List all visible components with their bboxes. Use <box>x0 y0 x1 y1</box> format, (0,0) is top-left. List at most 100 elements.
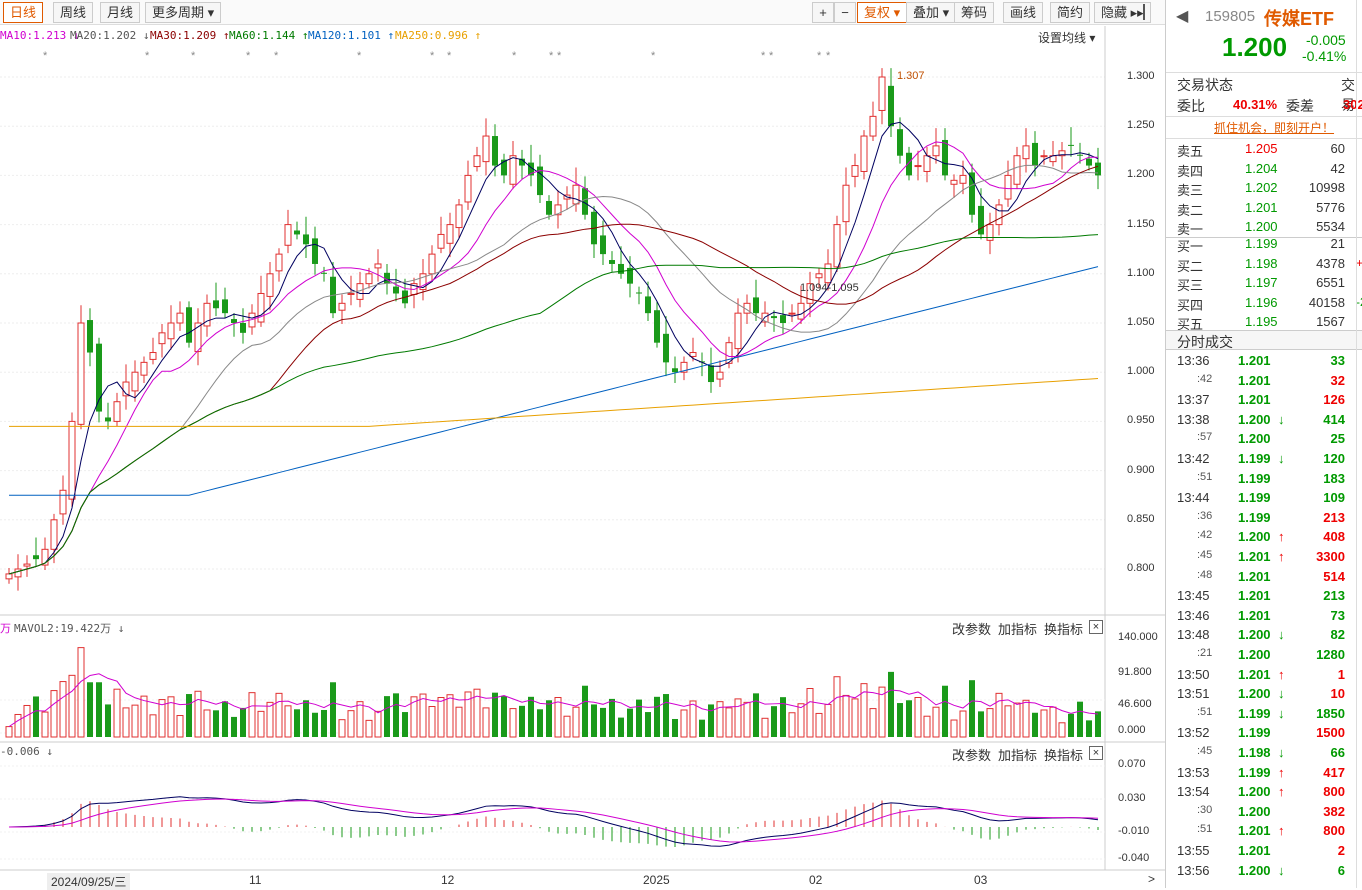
vol-add-indicator-button[interactable]: 加指标 <box>998 622 1038 637</box>
date-label-dec: 12 <box>441 873 455 887</box>
candle-up <box>1022 145 1030 160</box>
vol-edit-params-button[interactable]: 改参数 <box>952 622 992 637</box>
collapse-icon[interactable] <box>1143 4 1157 20</box>
volume-bar <box>645 712 651 737</box>
volume-bar <box>554 697 562 738</box>
tick-row: 13:48 1.200 ↓ 82 <box>1166 627 1362 647</box>
level-volume: 6551 <box>1316 275 1345 290</box>
volume-bar <box>708 704 714 737</box>
bid-row[interactable]: 买一 1.199 21 <box>1166 236 1362 256</box>
tab-daily[interactable]: 日线 <box>3 2 44 23</box>
volume-bar <box>501 696 507 737</box>
panel-scrollbar[interactable] <box>1356 0 1362 888</box>
price-axis-label: 1.200 <box>1127 168 1155 181</box>
tick-time: 13:36 <box>1177 353 1210 368</box>
marker-star: * <box>430 50 435 62</box>
ask-row[interactable]: 卖四 1.204 42 <box>1166 161 1362 181</box>
tick-price: 1.199 <box>1238 705 1271 721</box>
ask-row[interactable]: 卖二 1.201 5776 <box>1166 200 1362 220</box>
volume-bar <box>978 711 984 737</box>
candle-up <box>131 371 139 392</box>
candle-up <box>257 292 265 323</box>
tick-time: 13:55 <box>1177 843 1210 858</box>
volume-axis-label: 46.600 <box>1118 698 1152 710</box>
candle-up <box>158 332 166 345</box>
bid-row[interactable]: 买二 1.198 4378 +2 <box>1166 256 1362 276</box>
candle-up <box>275 253 283 272</box>
ma-line <box>8 121 1099 575</box>
tick-price: 1.201 <box>1238 392 1271 408</box>
tick-direction: ↓ <box>1278 451 1285 466</box>
candle-down <box>663 333 669 363</box>
volume-bar <box>654 696 660 737</box>
volume-bar <box>140 695 148 738</box>
ask-row[interactable]: 卖一 1.200 5534 <box>1166 219 1362 239</box>
period-toolbar: 日线 周线 月线 更多周期 ▾ + − 复权 ▾ 叠加 ▾ 筹码 画线 简约 隐… <box>0 0 1165 25</box>
tick-row: 13:56 1.200 ↓ 6 <box>1166 863 1362 883</box>
volume-bar <box>1077 701 1083 737</box>
overlay-dropdown[interactable]: 叠加 ▾ <box>906 2 957 23</box>
volume-bar <box>464 691 472 738</box>
scroll-right-icon[interactable]: > <box>1148 872 1156 886</box>
candle-down <box>528 162 534 176</box>
promo-link[interactable]: 抓住机会，即刻开户！ <box>1214 121 1335 135</box>
candle-up <box>194 322 202 353</box>
tick-volume: 417 <box>1323 764 1345 780</box>
candle-down <box>1095 162 1101 176</box>
candle-up <box>176 312 184 324</box>
zoom-out-button[interactable]: − <box>834 2 856 23</box>
ask-row[interactable]: 卖三 1.202 10998 <box>1166 180 1362 200</box>
volume-bar <box>824 703 832 738</box>
macd-close-icon[interactable]: × <box>1089 746 1103 760</box>
vol-close-icon[interactable]: × <box>1089 620 1103 634</box>
macd-add-indicator-button[interactable]: 加指标 <box>998 748 1038 763</box>
zoom-in-button[interactable]: + <box>812 2 834 23</box>
vol-switch-indicator-button[interactable]: 换指标 <box>1044 622 1084 637</box>
level-price: 1.198 <box>1245 255 1278 271</box>
macd-switch-indicator-button[interactable]: 换指标 <box>1044 748 1084 763</box>
kline-chart-area[interactable]: 日线 周线 月线 更多周期 ▾ + − 复权 ▾ 叠加 ▾ 筹码 画线 简约 隐… <box>0 0 1165 890</box>
candle-down <box>582 188 588 215</box>
tab-weekly[interactable]: 周线 <box>53 2 94 23</box>
more-periods-dropdown[interactable]: 更多周期 ▾ <box>145 2 222 23</box>
tick-volume: 514 <box>1323 568 1345 584</box>
volume-bar <box>446 694 454 738</box>
level-label: 买三 <box>1177 278 1204 293</box>
adjust-dropdown[interactable]: 复权 ▾ <box>857 2 908 23</box>
candle-down <box>636 292 642 294</box>
tick-row: :42 1.201 32 <box>1166 373 1362 393</box>
marker-star: * <box>512 50 517 62</box>
tick-direction: ↓ <box>1278 705 1285 721</box>
back-arrow-icon[interactable]: ◀ <box>1176 8 1189 25</box>
simple-button[interactable]: 简约 <box>1050 2 1091 23</box>
tick-price: 1.201 <box>1238 372 1271 388</box>
bid-row[interactable]: 买四 1.196 40158 -2 <box>1166 295 1362 315</box>
macd-edit-params-button[interactable]: 改参数 <box>952 748 992 763</box>
ask-row[interactable]: 卖五 1.205 60 <box>1166 141 1362 161</box>
tab-monthly[interactable]: 月线 <box>100 2 141 23</box>
tick-price: 1.198 <box>1238 745 1271 760</box>
volume-bar <box>1022 699 1030 738</box>
hide-button[interactable]: 隐藏 ▸▸ <box>1094 2 1151 23</box>
candle-down <box>519 158 525 166</box>
candle-up <box>1004 174 1012 200</box>
tick-direction: ↑ <box>1278 764 1285 780</box>
volume-bar <box>572 706 580 738</box>
candle-up <box>473 155 481 168</box>
volume-bar <box>878 686 886 738</box>
candle-down <box>708 365 714 383</box>
tick-direction: ↓ <box>1278 862 1285 878</box>
candle-down <box>627 267 633 284</box>
chip-button[interactable]: 筹码 <box>954 2 995 23</box>
bid-row[interactable]: 买五 1.195 1567 <box>1166 314 1362 334</box>
candle-down <box>654 310 660 343</box>
volume-bar <box>303 700 309 737</box>
level-price: 1.196 <box>1245 294 1278 310</box>
bid-row[interactable]: 买三 1.197 6551 <box>1166 275 1362 295</box>
marker-star: * <box>43 50 48 62</box>
draw-line-button[interactable]: 画线 <box>1003 2 1044 23</box>
tick-time: :45 <box>1197 745 1213 757</box>
wb-label: 委比 <box>1177 98 1205 114</box>
price-change-pct: -0.41% <box>1302 48 1347 64</box>
ma-settings-button[interactable]: 设置均线 ▾ <box>1038 31 1096 45</box>
